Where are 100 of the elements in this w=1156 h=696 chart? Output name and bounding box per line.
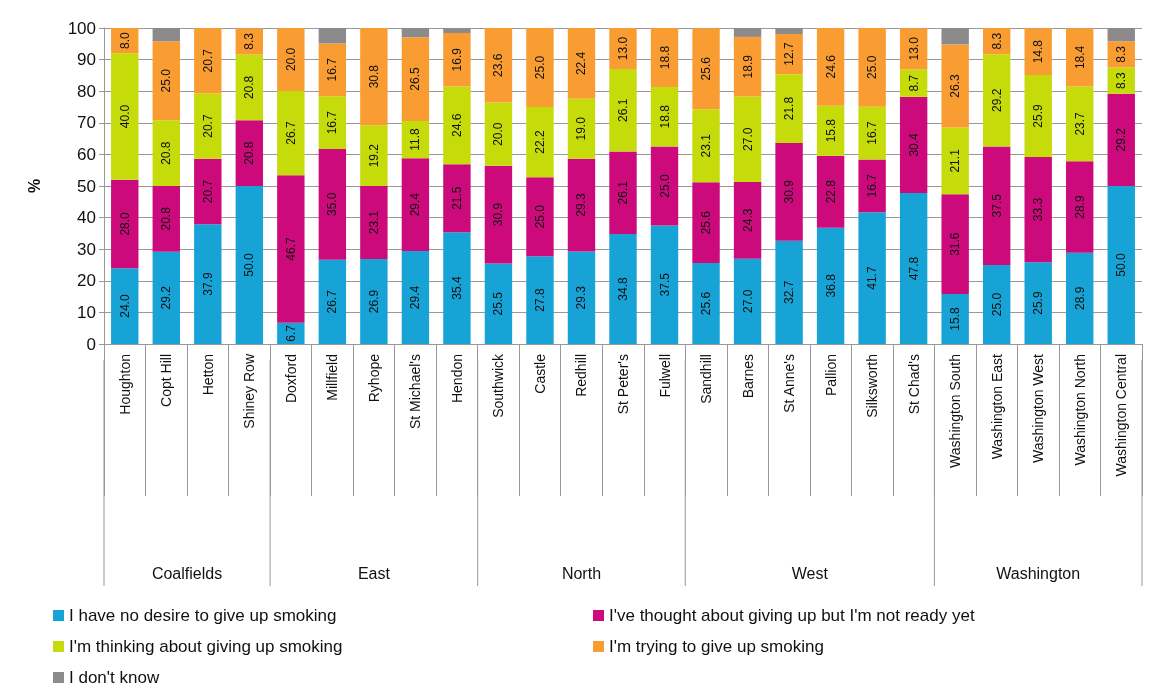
x-tick-label: Washington South (947, 354, 964, 468)
data-label: 25.6 (699, 291, 714, 316)
bar (858, 106, 886, 160)
data-label: 27.8 (532, 288, 547, 312)
data-label: 23.7 (1072, 111, 1087, 136)
bar (194, 224, 222, 344)
bar (277, 175, 305, 323)
bar (277, 90, 305, 176)
data-label: 28.9 (1072, 195, 1087, 219)
bar (484, 28, 513, 103)
data-label: 16.7 (325, 57, 340, 82)
data-label: 29.3 (574, 193, 589, 217)
data-label: 13.0 (906, 36, 921, 61)
bar (733, 258, 762, 344)
bar (152, 28, 180, 42)
x-tick-label: Houghton (116, 354, 133, 415)
bar (1066, 252, 1094, 344)
bar (318, 149, 347, 260)
bar (899, 96, 928, 193)
data-label: 23.6 (491, 53, 506, 77)
legend-label: I'm thinking about giving up smoking (69, 637, 343, 656)
data-label: 22.2 (532, 130, 547, 154)
y-tick-label: 20 (77, 271, 96, 291)
data-label: 23.1 (366, 210, 381, 235)
data-label: 20.8 (159, 141, 174, 165)
data-label: 26.9 (366, 289, 381, 314)
data-label: 25.6 (699, 56, 714, 81)
data-label: 35.0 (325, 192, 340, 217)
text: Washington (996, 564, 1081, 582)
bar (1066, 86, 1094, 162)
data-label: 30.4 (906, 132, 921, 157)
data-label: 25.0 (989, 292, 1004, 317)
data-label: 20.7 (200, 114, 215, 138)
bar (567, 251, 596, 344)
bar (484, 102, 513, 166)
data-label: 29.4 (408, 285, 423, 310)
data-label: 22.8 (823, 179, 838, 204)
x-tick-label: Doxford (282, 354, 299, 404)
bar (484, 165, 513, 264)
bar (152, 41, 180, 121)
data-label: 11.8 (408, 127, 423, 151)
data-label: 16.7 (865, 173, 880, 198)
bar (733, 28, 762, 37)
bar (775, 28, 803, 34)
bar (982, 146, 1011, 265)
data-label: 24.0 (117, 294, 132, 318)
data-label: 41.7 (865, 266, 880, 290)
data-label: 20.7 (200, 179, 215, 204)
bar (401, 37, 430, 121)
bar (484, 263, 513, 344)
data-label: 36.8 (823, 273, 838, 298)
data-label: 20.8 (242, 75, 257, 100)
bar (982, 265, 1011, 344)
data-label: 26.1 (616, 98, 630, 122)
bar (899, 192, 928, 344)
y-axis-title: % (25, 178, 43, 194)
y-tick-label: 30 (77, 239, 96, 259)
data-label: 20.8 (159, 206, 174, 231)
y-tick-label: 80 (77, 81, 96, 101)
bar (567, 98, 596, 159)
bar (609, 151, 637, 235)
bar (692, 263, 720, 344)
data-label: 26.7 (325, 289, 340, 314)
data-label: 20.7 (200, 48, 215, 73)
y-tick-label: 90 (77, 50, 96, 70)
bar (1066, 161, 1094, 253)
bar (733, 181, 762, 259)
data-label: 28.0 (117, 211, 132, 236)
data-label: 16.7 (865, 121, 880, 145)
data-label: 37.5 (657, 272, 672, 297)
bar (401, 251, 430, 344)
bar (733, 36, 762, 97)
data-label: 25.5 (491, 291, 506, 316)
data-label: 29.2 (1114, 127, 1129, 152)
data-label: 26.1 (616, 180, 630, 205)
bar (1107, 28, 1135, 42)
legend-label: I'm trying to give up smoking (609, 637, 824, 656)
bar (111, 53, 139, 180)
data-label: 8.3 (1114, 45, 1129, 63)
bar (816, 105, 845, 156)
bar (816, 227, 845, 344)
data-label: 25.0 (532, 55, 547, 80)
bar (567, 158, 596, 252)
data-label: 30.9 (491, 202, 506, 227)
data-label: 21.8 (782, 96, 797, 121)
y-tick-label: 70 (77, 113, 96, 133)
text: North (561, 564, 602, 582)
bar (567, 28, 596, 99)
legend-label: I don't know (69, 668, 160, 687)
bar (1066, 28, 1094, 87)
data-label: 8.7 (906, 74, 921, 92)
data-label: 29.2 (159, 285, 174, 310)
bar (775, 74, 803, 144)
bar (318, 259, 347, 344)
bar (609, 234, 637, 344)
x-tick-label: Redhill (573, 354, 590, 397)
data-label: 12.7 (782, 42, 797, 66)
data-label: 25.0 (159, 68, 174, 93)
data-label: 25.6 (699, 210, 714, 235)
bar (775, 240, 803, 344)
